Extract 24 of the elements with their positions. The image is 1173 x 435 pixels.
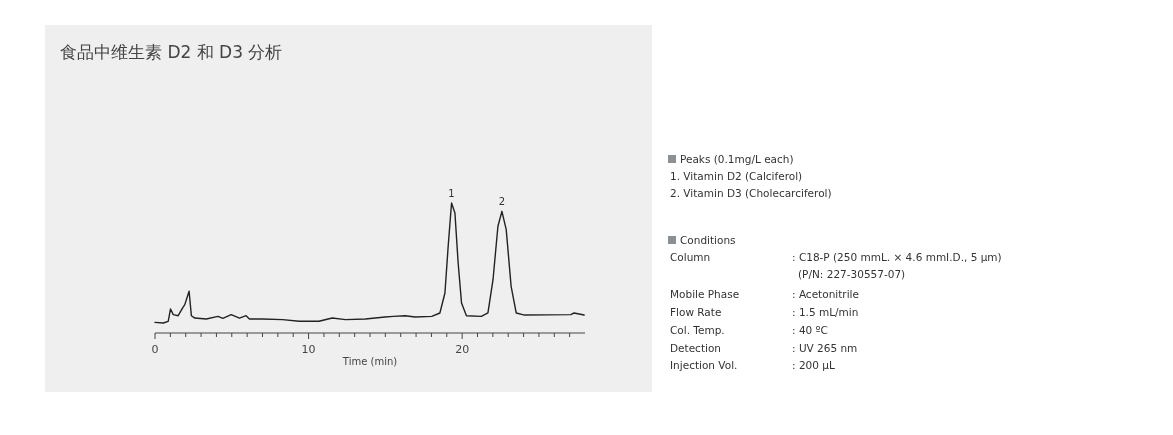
text: Peaks (0.1mg/L each) <box>680 153 794 165</box>
text: Flow Rate <box>670 306 722 318</box>
text: Detection <box>670 342 722 354</box>
chart-title: 食品中维生素 D2 和 D3 分析 <box>60 42 283 62</box>
x-tick-label: 10 <box>301 343 316 356</box>
text: Mobile Phase <box>670 288 740 300</box>
text: : UV 265 nm <box>792 342 858 354</box>
text: : 200 µL <box>792 359 835 371</box>
text: : C18-P (250 mmL. × 4.6 mmI.D., 5 µm) <box>792 251 1002 263</box>
text: : 40 ºC <box>792 324 828 336</box>
text: 2. Vitamin D3 (Cholecarciferol) <box>670 187 832 199</box>
annotation: 1 <box>448 188 455 199</box>
annotation: 2 <box>498 196 506 208</box>
text: Conditions <box>680 234 736 246</box>
text: (P/N: 227-30557-07) <box>798 268 906 280</box>
text: 1. Vitamin D2 (Calciferol) <box>670 170 803 182</box>
text: Injection Vol. <box>670 359 738 371</box>
x-tick-label: 0 <box>151 343 159 356</box>
text: Col. Temp. <box>670 324 725 336</box>
text: : 1.5 mL/min <box>792 306 859 318</box>
text: : Acetonitrile <box>792 288 859 300</box>
x-tick-label: 20 <box>455 343 470 356</box>
x-axis-title: Time (min) <box>341 356 398 367</box>
text: Column <box>670 251 711 263</box>
